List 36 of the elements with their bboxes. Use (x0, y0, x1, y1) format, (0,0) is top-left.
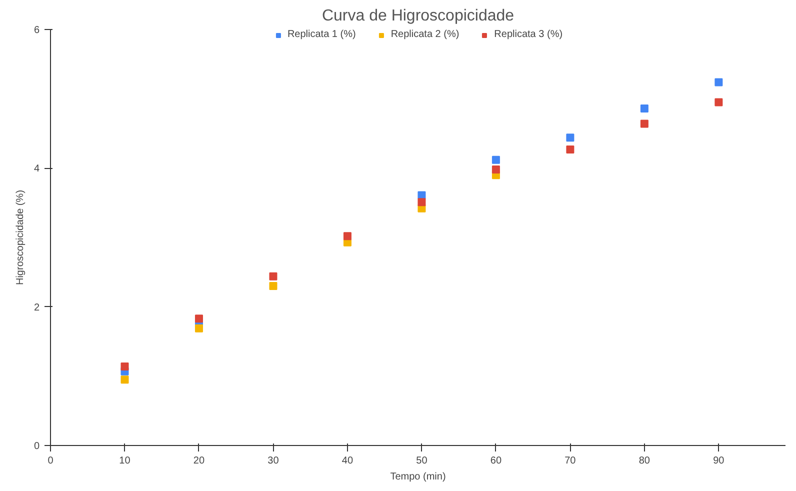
point (714, 98, 723, 106)
x-tick-label: 0 (48, 456, 54, 466)
point (269, 272, 278, 280)
point (566, 145, 574, 154)
point (120, 376, 129, 384)
x-tick-label: 10 (119, 456, 131, 466)
x-tick-label: 40 (342, 456, 354, 466)
point (343, 232, 352, 240)
point (269, 282, 278, 290)
x-tick-label: 60 (490, 456, 502, 466)
y-tick-label: 0 (34, 441, 40, 452)
chart-title: Curva de Higroscopicidade (322, 8, 514, 24)
point (714, 78, 723, 86)
point (566, 134, 574, 142)
point (640, 120, 648, 128)
legend-label: Replicata 3 (%) (494, 29, 563, 40)
y-tick-label: 4 (34, 164, 40, 175)
point (194, 314, 203, 323)
x-axis-title: Tempo (min) (390, 472, 446, 482)
point (492, 166, 500, 174)
x-tick-label: 70 (564, 456, 576, 466)
x-tick-label: 50 (416, 456, 428, 466)
y-tick-label: 6 (34, 25, 40, 36)
y-axis-title: Higroscopicidade (%) (14, 190, 26, 286)
y-tick-label: 2 (34, 302, 40, 314)
legend-label: Replicata 2 (%) (390, 29, 460, 40)
point (120, 362, 129, 370)
x-tick-label: 20 (193, 456, 205, 466)
point (492, 156, 500, 164)
x-tick-label: 90 (713, 456, 725, 466)
legend-label: Replicata 1 (%) (287, 29, 356, 40)
point (640, 104, 648, 113)
x-tick-label: 80 (638, 456, 650, 466)
x-tick-label: 30 (268, 456, 280, 466)
point (418, 198, 426, 206)
point (194, 324, 203, 332)
